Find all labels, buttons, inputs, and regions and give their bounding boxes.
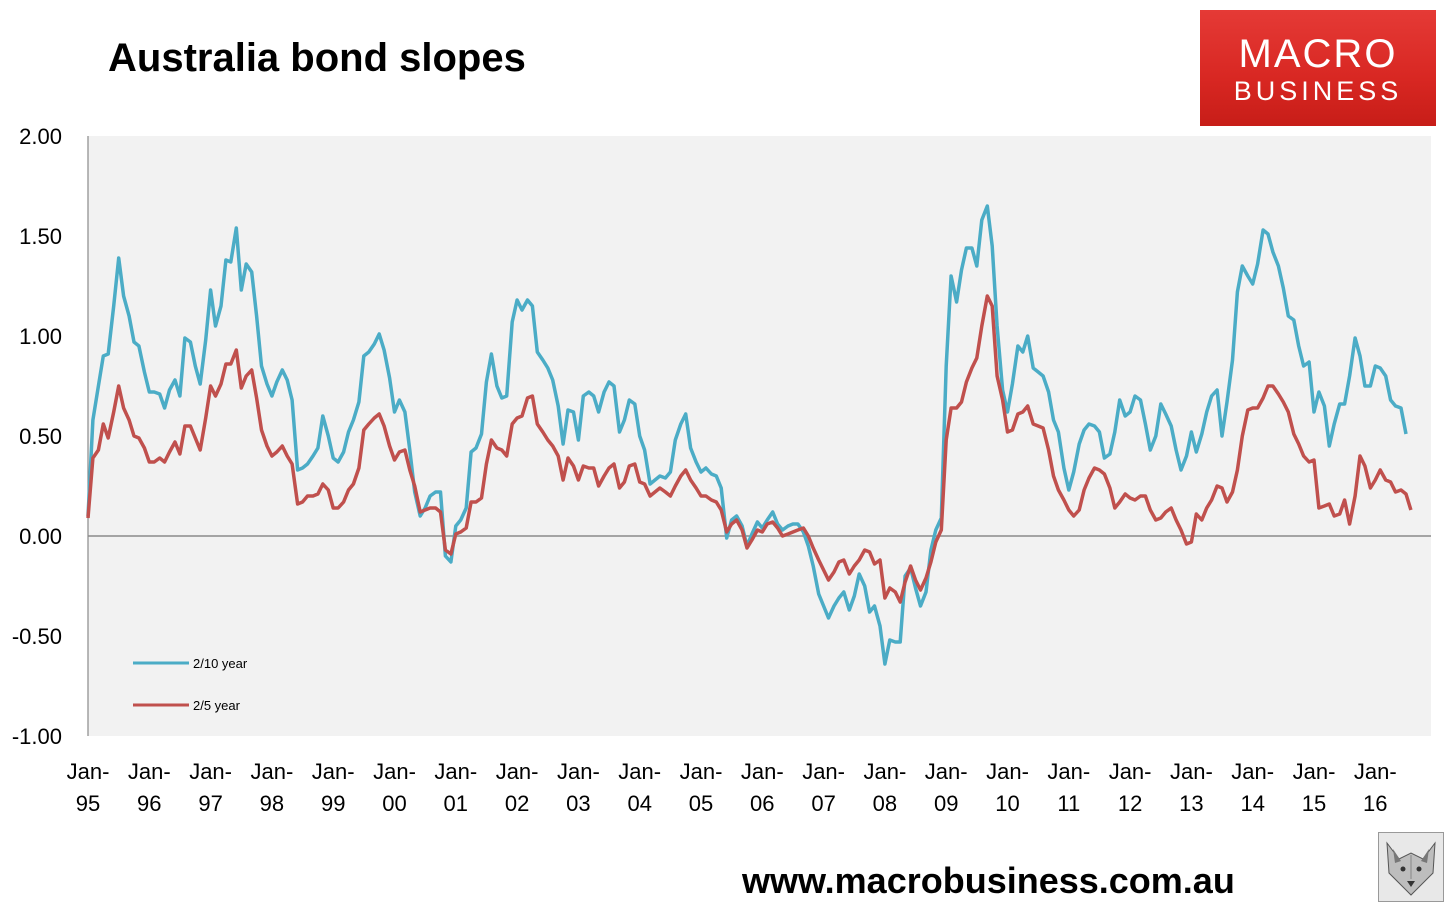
x-tick-label: 00 <box>382 791 406 816</box>
x-tick-label: Jan- <box>434 759 477 784</box>
x-tick-label: 12 <box>1118 791 1142 816</box>
y-tick-label: -0.50 <box>12 624 62 649</box>
y-tick-label: 1.00 <box>19 324 62 349</box>
x-tick-label: Jan- <box>680 759 723 784</box>
x-tick-label: 04 <box>627 791 651 816</box>
x-tick-label: Jan- <box>557 759 600 784</box>
x-tick-label: 13 <box>1179 791 1203 816</box>
x-tick-label: Jan- <box>67 759 110 784</box>
x-tick-label: Jan- <box>189 759 232 784</box>
y-tick-label: 1.50 <box>19 224 62 249</box>
x-tick-label: 99 <box>321 791 345 816</box>
website-url: www.macrobusiness.com.au <box>742 860 1235 901</box>
x-tick-label: 10 <box>995 791 1019 816</box>
series-line-2-5-year <box>86 294 1413 604</box>
logo-line-2: BUSINESS <box>1233 76 1403 106</box>
plot-area <box>88 136 1431 736</box>
x-tick-label: 06 <box>750 791 774 816</box>
x-tick-label: 15 <box>1302 791 1326 816</box>
x-tick-label: Jan- <box>741 759 784 784</box>
x-tick-label: Jan- <box>312 759 355 784</box>
series-lines <box>86 204 1413 666</box>
y-tick-label: 0.50 <box>19 424 62 449</box>
x-tick-label: Jan- <box>1231 759 1274 784</box>
legend-label-2-10-year: 2/10 year <box>193 656 248 671</box>
logo-line-1: MACRO <box>1238 32 1398 76</box>
x-tick-label: 02 <box>505 791 529 816</box>
x-tick-label: Jan- <box>496 759 539 784</box>
y-tick-label: -1.00 <box>12 724 62 749</box>
x-tick-label: Jan- <box>1354 759 1397 784</box>
x-tick-label: 09 <box>934 791 958 816</box>
x-tick-label: Jan- <box>986 759 1029 784</box>
x-tick-label: 14 <box>1240 791 1264 816</box>
x-tick-label: 05 <box>689 791 713 816</box>
x-tick-labels: Jan- 95 Jan- 96 Jan- 97 Jan- 98 Jan- 99 Jan- 00 Jan-… <box>67 759 1397 816</box>
x-tick-label: Jan- <box>1170 759 1213 784</box>
legend-label-2-5-year: 2/5 year <box>193 698 241 713</box>
x-tick-label: Jan- <box>1109 759 1152 784</box>
legend: 2/10 year 2/5 year <box>133 656 248 713</box>
x-tick-label: 08 <box>873 791 897 816</box>
x-tick-label: 95 <box>76 791 100 816</box>
x-tick-label: 96 <box>137 791 161 816</box>
x-tick-label: Jan- <box>925 759 968 784</box>
x-tick-label: 11 <box>1057 791 1080 816</box>
chart-title: Australia bond slopes <box>108 36 526 80</box>
x-tick-label: 97 <box>198 791 222 816</box>
x-tick-label: 01 <box>444 791 468 816</box>
x-tick-label: Jan- <box>618 759 661 784</box>
x-tick-label: Jan- <box>251 759 294 784</box>
x-tick-label: Jan- <box>864 759 907 784</box>
x-tick-label: Jan- <box>373 759 416 784</box>
x-tick-label: Jan- <box>128 759 171 784</box>
y-tick-label: 0.00 <box>19 524 62 549</box>
x-tick-label: 98 <box>260 791 284 816</box>
macrobusiness-logo: MACRO BUSINESS <box>1200 10 1436 126</box>
x-tick-label: 03 <box>566 791 590 816</box>
x-tick-label: 07 <box>811 791 835 816</box>
x-tick-label: Jan- <box>802 759 845 784</box>
x-tick-label: Jan- <box>1293 759 1336 784</box>
y-tick-labels: 2.00 1.50 1.00 0.50 0.00 -0.50 -1.00 <box>12 124 62 749</box>
wolf-logo-icon <box>1378 832 1444 902</box>
x-tick-label: 16 <box>1363 791 1387 816</box>
y-tick-label: 2.00 <box>19 124 62 149</box>
x-tick-label: Jan- <box>1047 759 1090 784</box>
